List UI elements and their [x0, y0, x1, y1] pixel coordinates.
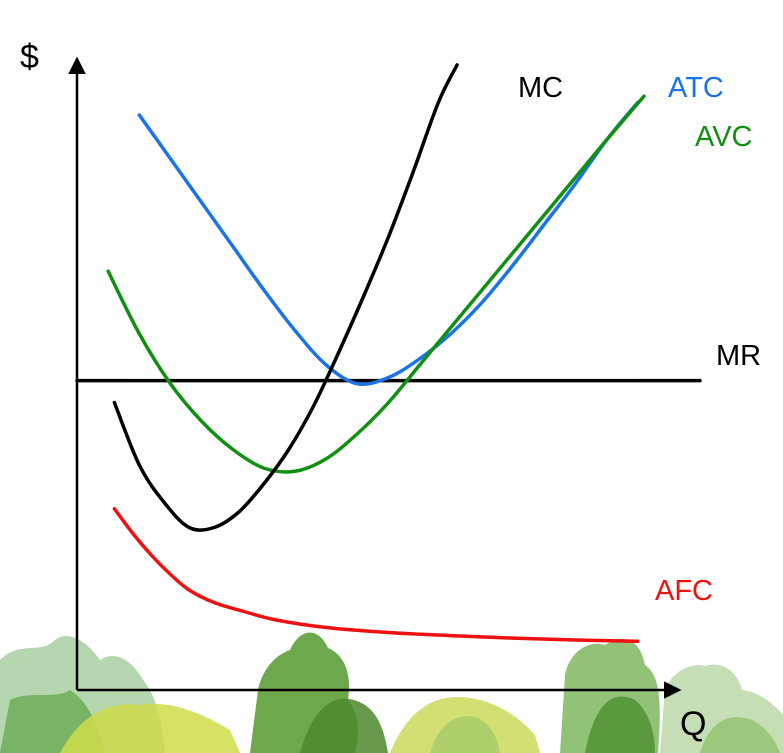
avc-curve	[106, 94, 646, 474]
avc-label: AVC	[695, 121, 752, 153]
mc-label: MC	[518, 72, 563, 104]
atc-curve	[137, 100, 640, 387]
afc-label: AFC	[655, 575, 713, 607]
mc-curve	[112, 63, 459, 532]
atc-label: ATC	[668, 72, 724, 104]
mr-label: MR	[716, 340, 761, 372]
afc-curve	[112, 507, 640, 643]
x-axis-label: Q	[680, 705, 706, 743]
tree-background-decoration	[0, 632, 783, 753]
y-axis-label: $	[20, 38, 39, 76]
